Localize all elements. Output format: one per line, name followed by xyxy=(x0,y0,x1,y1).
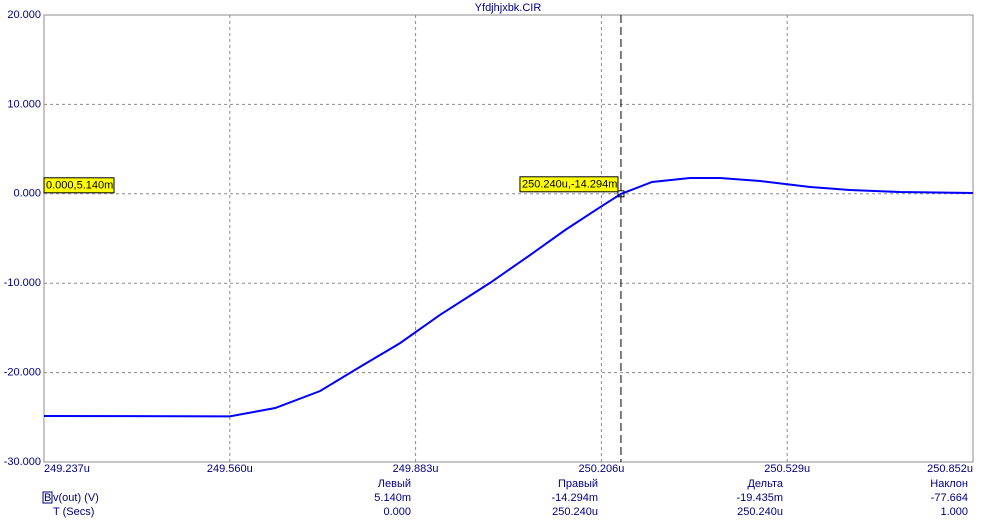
table-cell: 1.000 xyxy=(940,506,968,518)
table-header: Левый xyxy=(378,478,411,490)
table-cell: 5.140m xyxy=(374,492,411,504)
table-header: Наклон xyxy=(930,478,968,490)
table-cell: -77.664 xyxy=(931,492,968,504)
y-tick-label: 20.000 xyxy=(7,9,41,21)
row-name: v(out) (V) xyxy=(53,492,99,504)
table-cell: 0.000 xyxy=(383,506,411,518)
table-header: Дельта xyxy=(747,478,783,490)
x-tick-label: 249.883u xyxy=(393,463,439,475)
x-tick-label: 250.206u xyxy=(578,463,624,475)
left-cursor-label: 0.000,5.140m xyxy=(46,180,113,192)
x-tick-label: 250.529u xyxy=(764,463,810,475)
cursor-marker xyxy=(617,190,625,198)
row-icon: B xyxy=(44,492,51,504)
cursor-label-box xyxy=(519,176,619,193)
cursor-label: 250.240u,-14.294m xyxy=(522,179,617,191)
table-cell: 250.240u xyxy=(737,506,783,518)
series-line xyxy=(43,176,974,418)
y-tick-label: 10.000 xyxy=(7,98,41,110)
x-tick-label: 250.852u xyxy=(927,463,973,475)
y-tick-label: -10.000 xyxy=(4,277,41,289)
left-cursor-label-box xyxy=(43,177,115,194)
chart-title: Yfdjhjxbk.CIR xyxy=(475,2,542,14)
table-header: Правый xyxy=(558,478,598,490)
table-cell: 250.240u xyxy=(552,506,598,518)
y-tick-label: 0.000 xyxy=(13,188,41,200)
y-tick-label: -30.000 xyxy=(4,456,41,468)
table-cell: -19.435m xyxy=(737,492,783,504)
row-name: T (Secs) xyxy=(53,506,94,518)
x-tick-label: 249.560u xyxy=(207,463,253,475)
row-icon-box xyxy=(42,491,53,504)
x-tick-label: 249.237u xyxy=(44,463,90,475)
table-cell: -14.294m xyxy=(552,492,598,504)
y-tick-label: -20.000 xyxy=(4,367,41,379)
